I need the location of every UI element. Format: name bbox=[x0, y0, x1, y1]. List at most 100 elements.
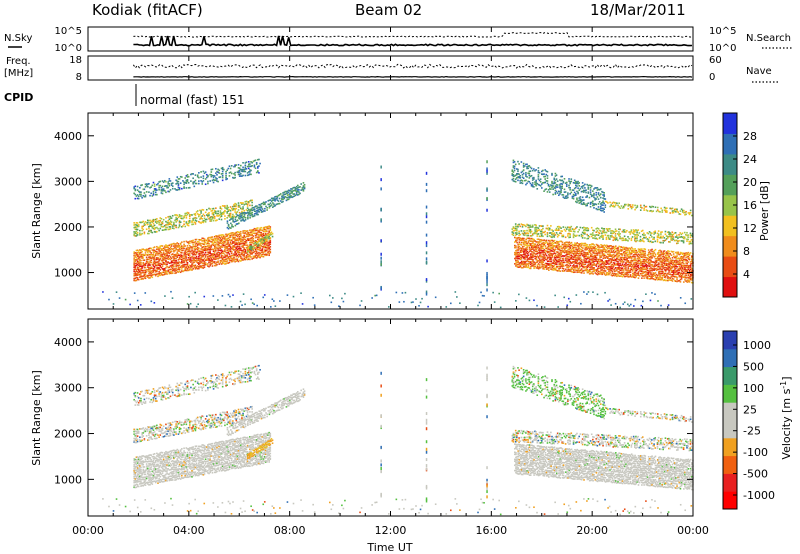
scatter-cell bbox=[251, 233, 253, 236]
scatter-cell bbox=[168, 180, 171, 182]
scatter-cell bbox=[250, 252, 252, 254]
scatter-cell bbox=[259, 240, 261, 243]
scatter-cell bbox=[230, 257, 233, 260]
scatter-cell bbox=[167, 190, 170, 193]
scatter-cell bbox=[625, 259, 627, 261]
scatter-cell bbox=[517, 254, 520, 256]
scatter-cell bbox=[218, 214, 221, 217]
scatter-cell bbox=[633, 267, 635, 270]
scatter-cell bbox=[213, 260, 216, 263]
scatter-cell bbox=[613, 246, 616, 249]
scatter-cell bbox=[680, 252, 683, 254]
scatter-cell bbox=[252, 229, 255, 231]
scatter-cell bbox=[167, 181, 170, 183]
scatter-cell bbox=[179, 175, 182, 178]
scatter-cell bbox=[667, 268, 669, 271]
scatter-cell bbox=[585, 269, 588, 272]
scatter-cell bbox=[690, 277, 693, 280]
scatter-cell bbox=[590, 250, 592, 252]
scatter-cell bbox=[185, 256, 188, 258]
scatter-cell bbox=[266, 230, 268, 233]
scatter-cell bbox=[654, 268, 657, 270]
scatter-cell bbox=[562, 251, 565, 253]
scatter-cell bbox=[201, 264, 204, 267]
scatter-cell bbox=[162, 229, 165, 231]
scatter-cell bbox=[636, 257, 639, 260]
scatter-cell bbox=[537, 263, 540, 265]
scatter-cell bbox=[608, 251, 610, 253]
scatter-cell bbox=[591, 268, 593, 270]
scatter-cell bbox=[176, 180, 179, 183]
scatter-cell bbox=[580, 259, 583, 261]
scatter-cell bbox=[174, 268, 176, 270]
scatter-cell bbox=[649, 253, 651, 255]
scatter-cell bbox=[663, 266, 666, 269]
scatter-cell bbox=[191, 223, 193, 226]
scatter-cell bbox=[193, 261, 196, 264]
scatter-cell bbox=[603, 273, 606, 275]
scatter-cell bbox=[659, 274, 661, 277]
scatter-cell bbox=[224, 246, 226, 249]
scatter-cell bbox=[250, 234, 252, 237]
scatter-cell bbox=[135, 259, 138, 261]
scatter-cell bbox=[236, 233, 239, 236]
scatter-cell bbox=[190, 180, 192, 182]
scatter-cell bbox=[246, 238, 249, 240]
scatter-cell bbox=[200, 176, 202, 178]
scatter-cell bbox=[637, 248, 640, 250]
scatter-cell bbox=[613, 274, 616, 277]
scatter-cell bbox=[153, 188, 156, 190]
scatter-cell bbox=[599, 261, 601, 263]
scatter-cell bbox=[521, 255, 524, 258]
scatter-cell bbox=[143, 271, 146, 274]
scatter-cell bbox=[133, 261, 135, 263]
scatter-cell bbox=[535, 257, 538, 259]
scatter-cell bbox=[146, 264, 149, 266]
scatter-cell bbox=[229, 241, 232, 243]
scatter-cell bbox=[232, 213, 234, 216]
scatter-cell bbox=[632, 231, 635, 233]
scatter-cell bbox=[525, 248, 527, 250]
scatter-cell bbox=[167, 258, 170, 261]
scatter-cell bbox=[518, 266, 521, 268]
scatter-cell bbox=[260, 242, 263, 244]
scatter-cell bbox=[133, 231, 135, 233]
scatter-cell bbox=[205, 263, 208, 266]
scatter-cell bbox=[521, 266, 524, 269]
scatter-cell bbox=[250, 229, 252, 231]
scatter-cell bbox=[169, 220, 172, 222]
scatter-cell bbox=[134, 226, 137, 228]
scatter-cell bbox=[627, 266, 630, 268]
scatter-cell bbox=[577, 257, 580, 259]
scatter-cell bbox=[207, 180, 209, 183]
scatter-cell bbox=[201, 260, 204, 262]
scatter-cell bbox=[205, 258, 208, 261]
scatter-cell bbox=[546, 267, 549, 269]
scatter-cell bbox=[145, 256, 148, 259]
scatter-cell bbox=[212, 253, 215, 255]
scatter-cell bbox=[247, 238, 250, 240]
scatter-cell bbox=[631, 259, 634, 262]
scatter-cell bbox=[166, 253, 168, 255]
scatter-cell bbox=[227, 223, 230, 226]
scatter-cell bbox=[228, 257, 231, 260]
scatter-cell bbox=[620, 246, 623, 248]
scatter-cell bbox=[228, 214, 231, 217]
scatter-cell bbox=[684, 258, 686, 261]
scatter-cell bbox=[567, 245, 569, 247]
scatter-cell bbox=[636, 251, 639, 254]
scatter-cell bbox=[226, 255, 228, 258]
scatter-cell bbox=[658, 265, 660, 268]
scatter-cell bbox=[551, 233, 553, 236]
scatter-cell bbox=[596, 254, 599, 256]
scatter-cell bbox=[673, 267, 676, 269]
scatter-cell bbox=[175, 257, 177, 260]
scatter-cell bbox=[661, 252, 664, 254]
scatter-cell bbox=[233, 232, 235, 235]
scatter-cell bbox=[523, 260, 525, 263]
scatter-cell bbox=[560, 232, 562, 235]
scatter-cell bbox=[224, 205, 226, 207]
scatter-cell bbox=[554, 246, 557, 248]
scatter-cell bbox=[227, 214, 230, 217]
scatter-cell bbox=[193, 245, 196, 248]
